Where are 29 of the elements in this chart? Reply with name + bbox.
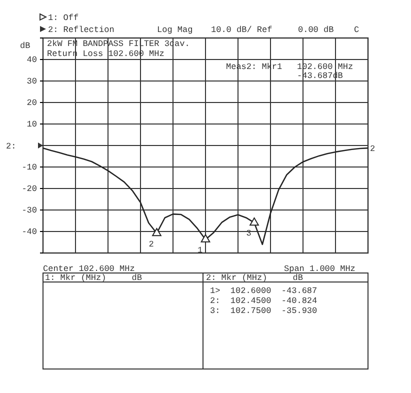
text: C <box>354 25 360 35</box>
point <box>250 217 259 226</box>
y-axis-title: dB <box>20 41 30 51</box>
y-tick-label: 30 <box>26 76 37 87</box>
y-tick-label: -10 <box>22 162 37 173</box>
text: 10.0 dB/ Ref <box>211 25 272 35</box>
text: 1> 102.6000 -43.687 <box>210 286 318 296</box>
text: 1: Mkr (MHz) dB <box>45 273 142 283</box>
y-tick-label: 20 <box>26 98 37 108</box>
text: 2: 102.4500 -40.824 <box>210 296 318 306</box>
text: 2: <box>6 142 16 152</box>
y-tick-label: 40 <box>26 55 37 66</box>
text: Log Mag <box>157 25 193 35</box>
text: Center 102.600 MHz <box>43 264 135 274</box>
y-tick-label: -40 <box>22 227 37 238</box>
text: 2: Mkr (MHz) dB <box>206 273 303 283</box>
text: 1: Off <box>48 13 79 23</box>
text: 0.00 dB <box>298 25 334 35</box>
text: 2: Reflection <box>48 25 114 35</box>
y-tick-label: -20 <box>22 184 37 194</box>
series-label: 2 <box>370 144 376 154</box>
series-label: 2 <box>148 239 154 250</box>
series-label: 1 <box>198 245 203 256</box>
text: Span 1.000 MHz <box>284 264 356 274</box>
y-tick-label: 10 <box>26 120 37 130</box>
y-tick-label: -30 <box>22 206 37 216</box>
point <box>200 234 210 242</box>
point <box>152 228 162 236</box>
text: 3: 102.7500 -35.930 <box>210 306 318 316</box>
